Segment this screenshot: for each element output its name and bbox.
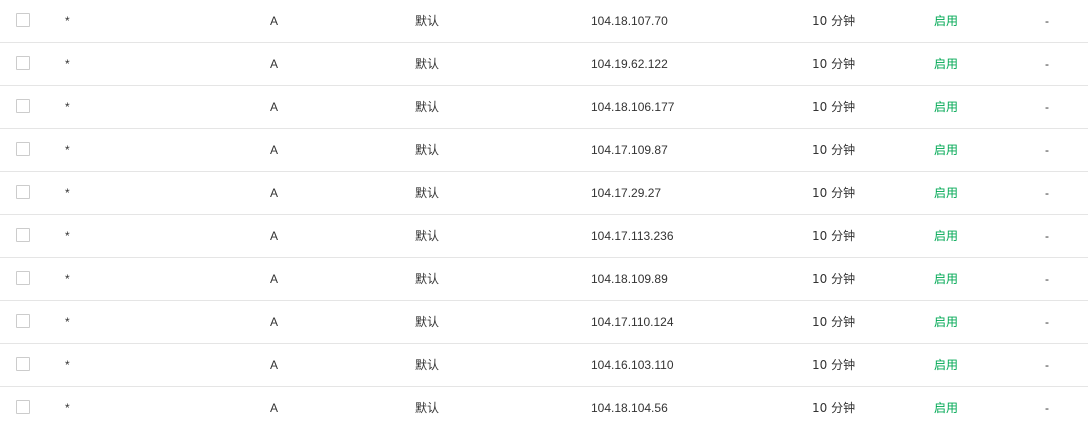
- status-cell: 启用: [934, 57, 959, 71]
- host-record-cell: *: [65, 272, 70, 286]
- row-checkbox[interactable]: [16, 99, 30, 113]
- remark-cell: -: [1045, 143, 1049, 157]
- record-value-cell: 104.17.109.87: [591, 143, 668, 157]
- table-row: * A 默认 104.18.109.89 10 分钟 启用 -: [0, 258, 1088, 301]
- record-type-cell: A: [270, 100, 279, 114]
- host-record-cell: *: [65, 401, 70, 415]
- record-value-cell: 104.17.29.27: [591, 186, 662, 200]
- record-type-cell: A: [270, 143, 279, 157]
- host-record-cell: *: [65, 358, 70, 372]
- table-row: * A 默认 104.17.113.236 10 分钟 启用 -: [0, 215, 1088, 258]
- ttl-cell: 10 分钟: [812, 229, 856, 243]
- table-row: * A 默认 104.18.106.177 10 分钟 启用 -: [0, 86, 1088, 129]
- table-row: * A 默认 104.18.107.70 10 分钟 启用 -: [0, 0, 1088, 43]
- remark-cell: -: [1045, 229, 1049, 243]
- record-value-cell: 104.18.107.70: [591, 14, 668, 28]
- table-row: * A 默认 104.17.109.87 10 分钟 启用 -: [0, 129, 1088, 172]
- table-row: * A 默认 104.19.62.122 10 分钟 启用 -: [0, 43, 1088, 86]
- remark-cell: -: [1045, 358, 1049, 372]
- status-cell: 启用: [934, 14, 959, 28]
- record-type-cell: A: [270, 57, 279, 71]
- record-value-cell: 104.18.106.177: [591, 100, 675, 114]
- remark-cell: -: [1045, 100, 1049, 114]
- table-row: * A 默认 104.18.104.56 10 分钟 启用 -: [0, 387, 1088, 428]
- record-value-cell: 104.19.62.122: [591, 57, 668, 71]
- status-cell: 启用: [934, 229, 959, 243]
- ttl-cell: 10 分钟: [812, 57, 856, 71]
- record-type-cell: A: [270, 272, 279, 286]
- ttl-cell: 10 分钟: [812, 358, 856, 372]
- row-checkbox[interactable]: [16, 13, 30, 27]
- record-type-cell: A: [270, 315, 279, 329]
- table-row: * A 默认 104.17.110.124 10 分钟 启用 -: [0, 301, 1088, 344]
- status-cell: 启用: [934, 358, 959, 372]
- record-type-cell: A: [270, 229, 279, 243]
- status-cell: 启用: [934, 272, 959, 286]
- table-row: * A 默认 104.16.103.110 10 分钟 启用 -: [0, 344, 1088, 387]
- row-checkbox[interactable]: [16, 185, 30, 199]
- table-row: * A 默认 104.17.29.27 10 分钟 启用 -: [0, 172, 1088, 215]
- line-cell: 默认: [415, 229, 440, 243]
- ttl-cell: 10 分钟: [812, 14, 856, 28]
- line-cell: 默认: [415, 401, 440, 415]
- status-cell: 启用: [934, 315, 959, 329]
- remark-cell: -: [1045, 272, 1049, 286]
- status-cell: 启用: [934, 186, 959, 200]
- host-record-cell: *: [65, 315, 70, 329]
- line-cell: 默认: [415, 272, 440, 286]
- record-value-cell: 104.18.109.89: [591, 272, 668, 286]
- record-value-cell: 104.16.103.110: [591, 358, 674, 372]
- row-checkbox[interactable]: [16, 56, 30, 70]
- record-value-cell: 104.18.104.56: [591, 401, 668, 415]
- status-cell: 启用: [934, 100, 959, 114]
- ttl-cell: 10 分钟: [812, 186, 856, 200]
- ttl-cell: 10 分钟: [812, 143, 856, 157]
- row-checkbox[interactable]: [16, 142, 30, 156]
- ttl-cell: 10 分钟: [812, 401, 856, 415]
- record-type-cell: A: [270, 186, 279, 200]
- row-checkbox[interactable]: [16, 400, 30, 414]
- host-record-cell: *: [65, 57, 70, 71]
- status-cell: 启用: [934, 401, 959, 415]
- record-type-cell: A: [270, 14, 279, 28]
- remark-cell: -: [1045, 186, 1049, 200]
- ttl-cell: 10 分钟: [812, 272, 856, 286]
- record-value-cell: 104.17.113.236: [591, 229, 674, 243]
- host-record-cell: *: [65, 100, 70, 114]
- remark-cell: -: [1045, 57, 1049, 71]
- remark-cell: -: [1045, 14, 1049, 28]
- ttl-cell: 10 分钟: [812, 100, 856, 114]
- line-cell: 默认: [415, 14, 440, 28]
- row-checkbox[interactable]: [16, 271, 30, 285]
- host-record-cell: *: [65, 186, 70, 200]
- line-cell: 默认: [415, 358, 440, 372]
- status-cell: 启用: [934, 143, 959, 157]
- host-record-cell: *: [65, 14, 70, 28]
- record-type-cell: A: [270, 358, 279, 372]
- line-cell: 默认: [415, 100, 440, 114]
- record-type-cell: A: [270, 401, 279, 415]
- remark-cell: -: [1045, 401, 1049, 415]
- host-record-cell: *: [65, 229, 70, 243]
- host-record-cell: *: [65, 143, 70, 157]
- row-checkbox[interactable]: [16, 228, 30, 242]
- line-cell: 默认: [415, 143, 440, 157]
- remark-cell: -: [1045, 315, 1049, 329]
- line-cell: 默认: [415, 315, 440, 329]
- row-checkbox[interactable]: [16, 314, 30, 328]
- ttl-cell: 10 分钟: [812, 315, 856, 329]
- row-checkbox[interactable]: [16, 357, 30, 371]
- record-value-cell: 104.17.110.124: [591, 315, 674, 329]
- line-cell: 默认: [415, 57, 440, 71]
- line-cell: 默认: [415, 186, 440, 200]
